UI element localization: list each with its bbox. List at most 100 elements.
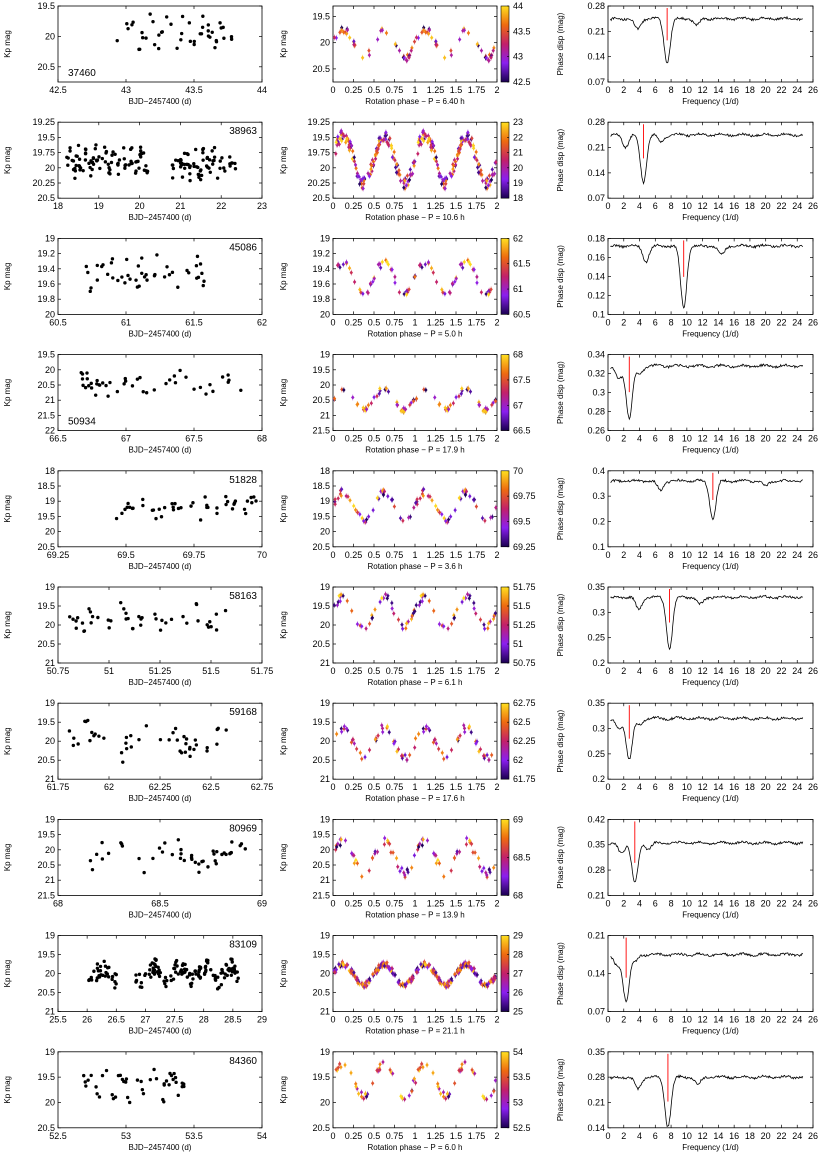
lc-point	[104, 383, 108, 388]
phase-xtick-label: 1.75	[468, 85, 486, 95]
lc-point	[98, 166, 102, 171]
phase-point	[435, 974, 439, 979]
lc-point	[197, 870, 201, 874]
lc-point	[212, 145, 217, 150]
phase-point	[406, 515, 411, 520]
pdm-xtick-label: 26	[808, 550, 818, 560]
pdm-xtick-label: 2	[621, 85, 626, 95]
lc-point	[207, 166, 211, 170]
lc-point	[74, 154, 78, 158]
lc-point	[230, 161, 234, 165]
lc-ytick-label: 21	[45, 875, 55, 885]
colorbar-tick-label: 60.5	[513, 309, 531, 319]
phase-point	[361, 291, 365, 296]
lc-point	[152, 388, 156, 392]
phase-xtick-label: 0.75	[386, 1015, 404, 1025]
phase-point	[481, 1094, 485, 1099]
pdm-xtick-label: 2	[621, 782, 626, 792]
phase-point	[339, 592, 343, 597]
pdm-xtick-label: 4	[637, 898, 642, 908]
lc-ytick-label: 19.75	[32, 148, 55, 158]
lc-point	[140, 256, 144, 260]
phase-ytick-label: 18.5	[312, 481, 330, 491]
pdm-xtick-label: 0	[605, 201, 610, 211]
lc-point	[179, 506, 183, 510]
phase-point	[451, 163, 456, 168]
lc-point	[168, 378, 172, 382]
pdm-ytick-label: 0.2	[592, 658, 605, 668]
lc-point	[175, 738, 180, 742]
phase-point	[462, 723, 466, 728]
lc-point	[139, 981, 144, 985]
phase-xlabel: Rotation phase − P = 6.40 h	[365, 97, 464, 106]
phase-panel-58163: 0 0.25 0.5 0.75 1 1.25 1.5 1.75 21919.52020.521K…	[279, 582, 500, 687]
phase-point	[486, 626, 490, 631]
phase-point	[373, 849, 377, 854]
lc-point	[84, 264, 89, 269]
pdm-xtick-label: 22	[776, 434, 786, 444]
phase-point	[470, 136, 474, 141]
pdm-xtick-label: 22	[776, 550, 786, 560]
lc-point	[86, 270, 90, 275]
lc-point	[138, 145, 143, 149]
pdm-frame	[607, 1051, 814, 1129]
phase-xlabel: Rotation phase − P = 17.6 h	[365, 794, 464, 803]
phase-point	[484, 870, 488, 875]
colorbar-tick-label: 28	[513, 950, 523, 960]
lc-point	[151, 856, 155, 861]
phase-point	[390, 606, 394, 611]
pdm-xtick-label: 6	[653, 898, 658, 908]
phase-point	[437, 621, 442, 627]
phase-ytick-label: 19	[320, 931, 330, 941]
phase-point	[444, 181, 448, 186]
phase-xtick-label: 0.25	[345, 1015, 363, 1025]
phase-point	[375, 394, 379, 399]
lc-point	[88, 738, 92, 743]
lc-point	[222, 976, 227, 980]
lc-ytick-label: 20	[45, 969, 55, 979]
lc-point	[189, 504, 193, 508]
phase-point	[369, 400, 374, 406]
phase-xtick-label: 1.25	[427, 898, 445, 908]
pdm-ytick-label: 0.25	[587, 633, 605, 643]
phase-point	[453, 159, 458, 164]
pdm-xtick-label: 8	[669, 1131, 674, 1141]
phase-point	[449, 976, 454, 982]
lc-point	[201, 147, 205, 152]
phase-point	[373, 607, 377, 612]
pdm-xtick-label: 8	[669, 666, 674, 676]
phase-point	[334, 35, 339, 41]
lc-point	[209, 968, 213, 972]
lc-point	[211, 389, 215, 394]
phase-point	[468, 389, 473, 394]
phase-point	[416, 967, 421, 972]
lc-point	[106, 851, 111, 856]
phase-point	[448, 514, 453, 519]
pdm-xtick-label: 14	[713, 434, 723, 444]
phase-point	[344, 31, 349, 36]
phase-point	[370, 1081, 375, 1086]
phase-ytick-label: 19.75	[307, 148, 330, 158]
phase-point	[334, 151, 338, 157]
phase-xtick-label: 1	[412, 782, 417, 792]
pdm-xtick-label: 4	[637, 201, 642, 211]
phase-point	[430, 139, 434, 144]
phase-point	[486, 621, 491, 626]
lc-point	[229, 967, 234, 971]
phase-point	[488, 869, 492, 875]
phase-point	[438, 1091, 443, 1096]
phase-xtick-label: 2	[494, 1015, 499, 1025]
phase-point	[399, 1094, 403, 1099]
lc-xlabel: BJD−2457400 (d)	[129, 910, 192, 919]
pdm-xtick-label: 14	[713, 898, 723, 908]
pdm-xtick-label: 20	[761, 782, 771, 792]
phase-point	[358, 512, 362, 517]
phase-point	[350, 156, 355, 162]
lc-point	[191, 977, 195, 981]
phase-point	[436, 746, 441, 752]
phase-ylabel: Kp mag	[279, 611, 288, 639]
lc-point	[192, 162, 196, 166]
phase-xtick-label: 1.25	[427, 201, 445, 211]
lc-point	[200, 271, 204, 276]
